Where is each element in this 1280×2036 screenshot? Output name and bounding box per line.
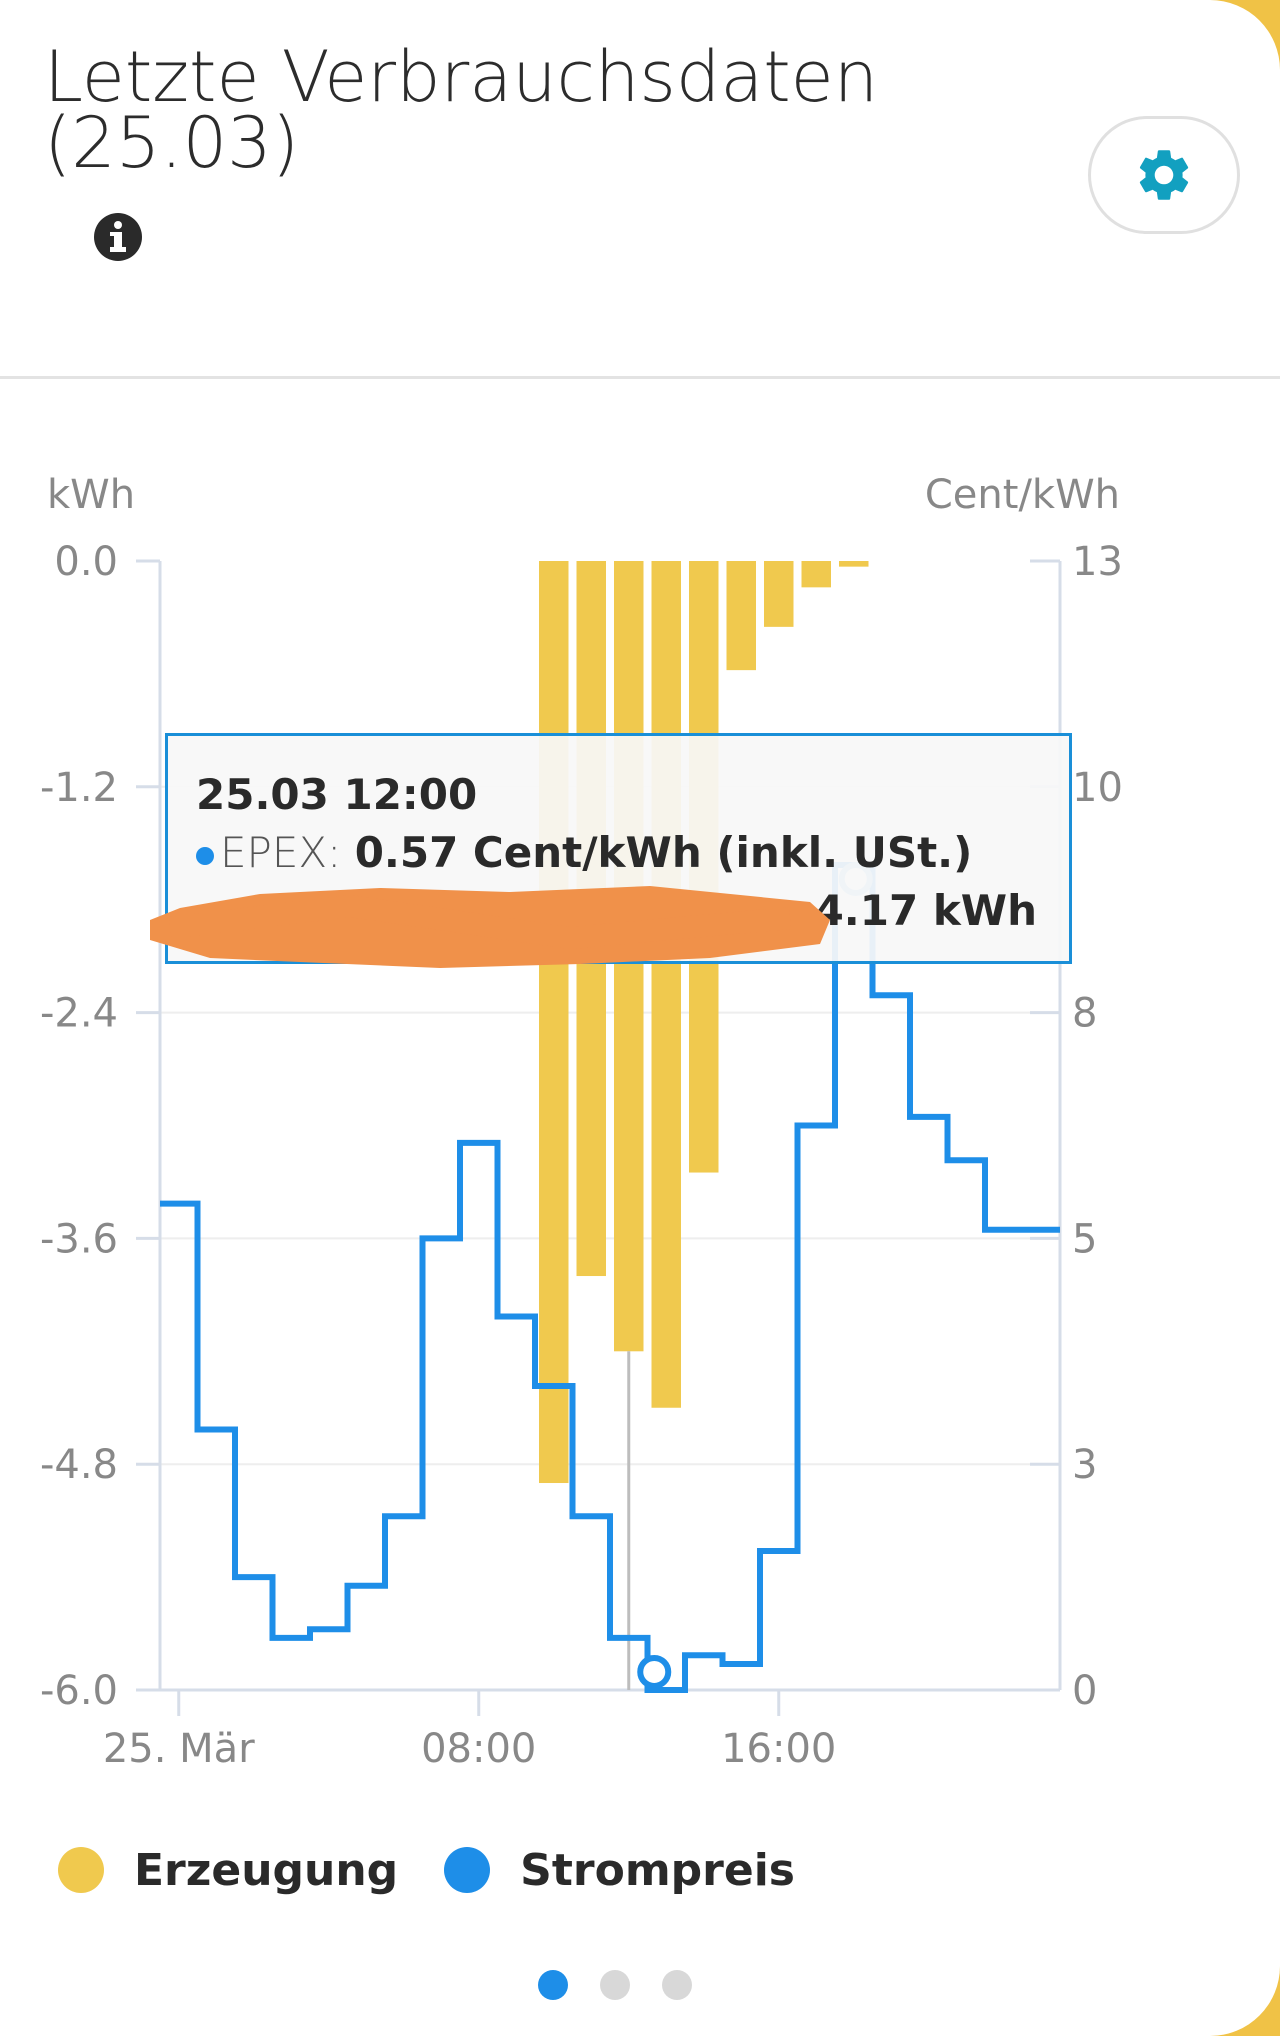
info-icon[interactable] — [93, 212, 143, 262]
legend-item-strompreis[interactable]: Strompreis — [444, 1845, 795, 1896]
right-tick-label: 5 — [1072, 1216, 1097, 1262]
page-dot-3[interactable] — [662, 1970, 692, 2000]
tooltip-price-value: 0.57 Cent/kWh (inkl. USt.) — [354, 828, 973, 877]
generation-bar — [801, 561, 831, 588]
tooltip-price-line: EPEX: 0.57 Cent/kWh (inkl. USt.) — [196, 828, 972, 877]
left-axis-label: kWh — [47, 472, 135, 518]
gear-icon — [1139, 150, 1189, 200]
chart-legend: Erzeugung Strompreis — [58, 1840, 841, 1900]
page-title: Letzte Verbrauchsdaten (25.03) — [44, 36, 879, 184]
page-indicator — [538, 1970, 724, 2000]
generation-bar — [726, 561, 756, 671]
price-line — [160, 861, 1060, 1693]
right-tick-label: 10 — [1072, 765, 1123, 811]
price-highlight-point — [637, 1654, 672, 1689]
right-tick-label: 13 — [1072, 539, 1123, 585]
generation-bar — [839, 561, 869, 567]
left-tick-label: -2.4 — [40, 991, 118, 1037]
legend-item-erzeugung[interactable]: Erzeugung — [58, 1845, 398, 1896]
page-dot-2[interactable] — [600, 1970, 630, 2000]
legend-label-erzeugung: Erzeugung — [134, 1844, 399, 1896]
left-tick-label: 0.0 — [54, 539, 118, 585]
generation-bar — [651, 561, 681, 1408]
page-dot-1[interactable] — [538, 1970, 568, 2000]
generation-bar — [764, 561, 794, 627]
redaction-scribble — [150, 886, 830, 968]
legend-marker-strompreis — [444, 1847, 491, 1893]
right-tick-label: 8 — [1072, 991, 1097, 1037]
x-tick-label: 08:00 — [421, 1726, 536, 1772]
x-tick-label: 25. Mär — [103, 1726, 255, 1772]
right-tick-label: 3 — [1072, 1442, 1097, 1488]
right-tick-label: 0 — [1072, 1668, 1097, 1714]
tooltip-price-marker — [196, 846, 214, 865]
generation-bar — [539, 561, 569, 1484]
tooltip-price-label: EPEX: — [220, 828, 342, 877]
tooltip-generation-value: -4.17 kWh — [797, 886, 1037, 935]
left-tick-label: -6.0 — [40, 1668, 118, 1714]
legend-marker-erzeugung — [58, 1847, 104, 1893]
tooltip-time: 25.03 12:00 — [196, 770, 478, 819]
right-axis-label: Cent/kWh — [925, 472, 1120, 518]
divider — [0, 376, 1280, 379]
chart[interactable]: kWh Cent/kWh 0.0 -1.2 -2.4 -3.6 -4.8 -6.0 13 10 8 5… — [0, 440, 1280, 1780]
legend-label-strompreis: Strompreis — [520, 1844, 795, 1896]
left-tick-label: -3.6 — [40, 1216, 118, 1262]
settings-button[interactable] — [1088, 116, 1240, 234]
left-tick-label: -1.2 — [40, 765, 118, 811]
x-tick-label: 16:00 — [721, 1726, 836, 1772]
tooltip-generation-line: -4.17 kWh — [797, 886, 1037, 935]
left-tick-label: -4.8 — [40, 1442, 118, 1488]
